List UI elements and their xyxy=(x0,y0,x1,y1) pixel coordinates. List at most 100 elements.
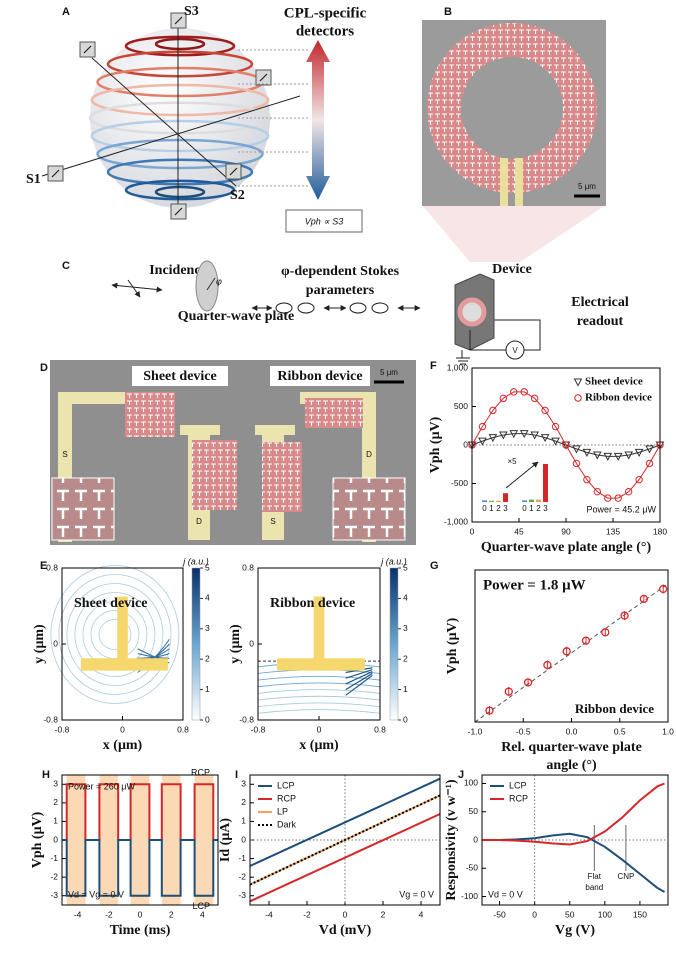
x-tick-label: 150 xyxy=(633,909,647,919)
y-tick-label: 0 xyxy=(53,834,58,844)
plot-frame xyxy=(61,567,184,721)
y-tick-label: 2 xyxy=(241,797,246,807)
legend-marker xyxy=(573,378,583,387)
elliptical-state xyxy=(275,302,293,314)
polarization-arrow xyxy=(174,207,183,216)
legend-label: LCP xyxy=(509,780,527,790)
y-axis-label: Vph (μV) xyxy=(445,617,460,674)
marker xyxy=(551,422,560,431)
device-label: Sheet device xyxy=(143,369,216,384)
streamline xyxy=(66,583,164,686)
marker xyxy=(582,448,592,457)
caption: parameters xyxy=(306,283,375,298)
pulse-band xyxy=(161,775,181,905)
circuit-wire xyxy=(456,319,541,365)
marker xyxy=(613,452,623,461)
marker xyxy=(593,487,602,496)
electrode xyxy=(515,158,523,206)
axis-name: S2 xyxy=(230,188,245,203)
x-axis-label: Vg (V) xyxy=(555,923,595,938)
plot-frame xyxy=(257,567,381,721)
marker xyxy=(614,494,622,502)
x-tick-label: 0 xyxy=(532,909,537,919)
y-tick-label: 1 xyxy=(53,816,58,826)
y-tick-label: 0 xyxy=(463,439,468,449)
voltmeter xyxy=(505,340,525,360)
colorbar-tick-label: 0 xyxy=(403,714,408,724)
panel-label: F xyxy=(430,360,437,372)
terminal-label: S xyxy=(62,450,67,459)
inset-category: 2 xyxy=(496,504,501,513)
inset-bar xyxy=(482,500,487,502)
colorbar-tick-label: 4 xyxy=(403,593,408,603)
marker xyxy=(540,434,550,443)
y-tick-label: 2 xyxy=(53,797,58,807)
axis-name: S1 xyxy=(26,172,41,187)
polarization-arrow xyxy=(259,73,268,82)
legend-label: LP xyxy=(277,806,288,816)
terminal-label: S xyxy=(270,517,275,526)
plot-title: Ribbon device xyxy=(270,596,355,611)
x-axis-label: Time (ms) xyxy=(110,923,171,938)
marker xyxy=(519,430,529,439)
latitude-ring xyxy=(124,35,236,57)
s1-axis xyxy=(41,95,301,177)
caption: φ-dependent Stokes xyxy=(281,264,400,279)
device-pattern xyxy=(125,392,175,437)
colorbar-tick-label: 3 xyxy=(403,623,408,633)
terminal-label: D xyxy=(366,450,372,459)
colorbar-tick-label: 1 xyxy=(205,684,210,694)
legend-label: Sheet device xyxy=(585,376,643,388)
caption: Device xyxy=(492,262,532,277)
latitude-ring xyxy=(124,179,236,201)
marker xyxy=(624,487,633,496)
y-tick-label: -500 xyxy=(451,478,468,488)
inset-category: 0 xyxy=(482,504,487,513)
y-axis-label: Vph (μV) xyxy=(428,416,443,473)
series-line xyxy=(471,391,661,499)
colorbar-tick-label: 5 xyxy=(205,562,210,572)
streamline xyxy=(74,592,156,677)
x-axis-label: Vd (mV) xyxy=(319,923,372,938)
detector-arrow xyxy=(306,40,330,200)
latitude-ring xyxy=(96,138,264,170)
pulse-band xyxy=(194,775,214,905)
device-pattern xyxy=(192,440,237,510)
scale-label: 5 μm xyxy=(578,182,596,191)
pole-ring xyxy=(154,37,206,51)
x-tick-label: 0.8 xyxy=(374,724,386,734)
y-tick-label: 500 xyxy=(454,401,468,411)
y-tick-label: -3 xyxy=(238,890,246,900)
streamline xyxy=(257,675,381,681)
plot-frame xyxy=(471,367,661,523)
marker xyxy=(572,445,581,454)
y-tick-label: 1,000 xyxy=(447,362,469,372)
latitude-ring xyxy=(106,50,254,78)
y-tick-label: -1,000 xyxy=(444,516,468,526)
data-point xyxy=(639,594,649,604)
device-pattern xyxy=(305,398,363,428)
y-tick-label: 50 xyxy=(469,806,479,816)
label-bg xyxy=(270,366,370,386)
x-tick-label: 1.0 xyxy=(662,726,674,736)
y-axis-label: Responsivity (v w⁻¹) xyxy=(444,779,459,901)
marker xyxy=(592,451,602,460)
marker xyxy=(562,441,570,449)
x-tick-label: 0 xyxy=(138,909,143,919)
annotation: Ribbon device xyxy=(575,701,654,716)
y-tick-label: 3 xyxy=(241,779,246,789)
incidence-arrow xyxy=(127,279,141,298)
caption: Incidence xyxy=(149,263,207,278)
y-tick-label: -2 xyxy=(238,871,246,881)
x-tick-label: -0.8 xyxy=(251,724,266,734)
nanostructure xyxy=(117,596,128,663)
pulse-band xyxy=(130,775,150,905)
phi: φ xyxy=(216,276,222,286)
streamline xyxy=(257,695,381,701)
x-tick-label: 0 xyxy=(317,724,322,734)
polarization-arrow xyxy=(83,45,92,54)
x-tick-label: -2 xyxy=(303,909,311,919)
inset-category: 1 xyxy=(489,504,494,513)
legend-label: RCP xyxy=(277,793,296,803)
